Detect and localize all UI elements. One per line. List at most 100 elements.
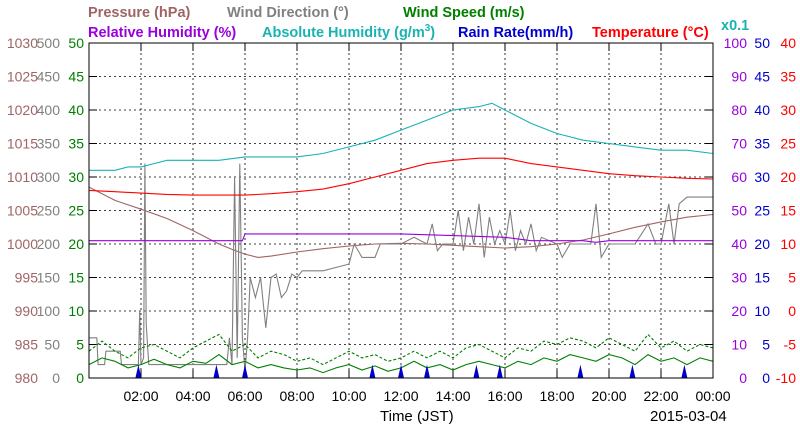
wind-direction-tick-label: 450 [37,69,61,85]
x-tick-label: 16:00 [487,388,522,404]
relative-humidity-tick-label: 90 [731,69,747,85]
relative-humidity-tick-label: 10 [731,337,747,353]
wind-speed-tick-label: 25 [68,203,84,219]
rain-rate-tick-label: 45 [754,69,770,85]
x-axis-label: Time (JST) [380,408,454,425]
relative-humidity-tick-label: 30 [731,270,747,286]
pressure-tick-label: 1020 [7,102,38,118]
temperature-tick-label: 5 [788,270,796,286]
legend-temperature: Temperature (°C) [592,25,709,41]
wind-direction-tick-label: 350 [37,136,61,152]
pressure-tick-label: 985 [15,337,39,353]
legend-pressure: Pressure (hPa) [88,5,191,21]
pressure-tick-label: 1000 [7,236,38,252]
x-tick-label: 06:00 [227,388,262,404]
x-tick-label: 00:00 [695,388,730,404]
legend-relative-humidity: Relative Humidity (%) [88,25,236,41]
wind-direction-tick-label: 400 [37,102,61,118]
rain-rate-tick-label: 10 [754,303,770,319]
relative-humidity-tick-label: 80 [731,102,747,118]
x-tick-label: 08:00 [279,388,314,404]
legend-wind-speed: Wind Speed (m/s) [403,5,525,21]
temperature-tick-label: -5 [784,337,797,353]
wind-speed-tick-label: 40 [68,102,84,118]
rain-rate-spikes [135,364,688,378]
legend-rain-rate: Rain Rate(mm/h) [458,25,573,41]
grid [88,42,714,379]
rain-rate-bar [135,364,142,378]
pressure-tick-label: 995 [15,270,39,286]
wind-speed-tick-label: 20 [68,236,84,252]
date-label: 2015-03-04 [650,408,727,425]
relative-humidity-tick-label: 20 [731,303,747,319]
wind-direction-tick-label: 200 [37,236,61,252]
temperature-tick-label: 40 [780,35,796,51]
rain-rate-tick-label: 25 [754,203,770,219]
temperature-tick-label: 15 [780,203,796,219]
x-tick-label: 20:00 [591,388,626,404]
pressure-tick-label: 990 [15,303,39,319]
series-line [89,102,714,171]
legend-wind-direction: Wind Direction (°) [227,5,349,21]
wind-direction-tick-label: 300 [37,169,61,185]
relative-humidity-tick-label: 60 [731,169,747,185]
wind-direction-tick-label: 0 [52,370,60,386]
rain-rate-bar [629,364,636,378]
legend-abs-scale: x0.1 [721,18,749,34]
rain-rate-bar [242,364,248,378]
axis-labels: 9809859909951000100510101015102010251030… [7,35,796,404]
pressure-tick-label: 1010 [7,169,38,185]
x-tick-label: 12:00 [383,388,418,404]
wind-speed-tick-label: 50 [68,35,84,51]
temperature-tick-label: 10 [780,236,796,252]
wind-direction-tick-label: 50 [44,337,60,353]
temperature-tick-label: 0 [788,303,796,319]
x-tick-label: 18:00 [539,388,574,404]
wind-speed-tick-label: 35 [68,136,84,152]
temperature-tick-label: 30 [780,102,796,118]
wind-speed-tick-label: 10 [68,303,84,319]
pressure-tick-label: 980 [15,370,39,386]
wind-direction-tick-label: 250 [37,203,61,219]
rain-rate-tick-label: 20 [754,236,770,252]
series-line [88,157,714,196]
pressure-tick-label: 1015 [7,136,38,152]
series-line [89,233,713,243]
rain-rate-bar [398,364,404,378]
rain-rate-tick-label: 30 [754,169,770,185]
wind-speed-tick-label: 45 [68,69,84,85]
rain-rate-bar [369,364,376,378]
rain-rate-bar [213,364,220,378]
pressure-tick-label: 1030 [7,35,38,51]
relative-humidity-tick-label: 100 [724,35,748,51]
rain-rate-tick-label: 50 [754,35,770,51]
temperature-tick-label: 35 [780,69,796,85]
relative-humidity-tick-label: 0 [739,370,747,386]
wind-direction-tick-label: 150 [37,270,61,286]
plot-frame [88,42,714,379]
x-tick-label: 04:00 [175,388,210,404]
wind-speed-tick-label: 15 [68,270,84,286]
rain-rate-tick-label: 40 [754,102,770,118]
rain-rate-tick-label: 15 [754,270,770,286]
relative-humidity-tick-label: 70 [731,136,747,152]
x-tick-label: 10:00 [331,388,366,404]
temperature-tick-label: 25 [780,136,796,152]
wind-speed-tick-label: 5 [76,337,84,353]
temperature-tick-label: 20 [780,169,796,185]
temperature-tick-label: -10 [776,370,796,386]
series-line [88,333,714,366]
x-tick-label: 14:00 [435,388,470,404]
rain-rate-tick-label: 0 [762,370,770,386]
series-line [88,186,714,258]
rain-rate-tick-label: 35 [754,136,770,152]
x-tick-label: 22:00 [643,388,678,404]
rain-rate-bar [496,364,503,378]
wind-direction-tick-label: 100 [37,303,61,319]
pressure-tick-label: 1025 [7,69,38,85]
rain-rate-bar [473,364,480,378]
rain-rate-tick-label: 5 [762,337,770,353]
wind-direction-tick-label: 500 [37,35,61,51]
wind-speed-tick-label: 0 [76,370,84,386]
